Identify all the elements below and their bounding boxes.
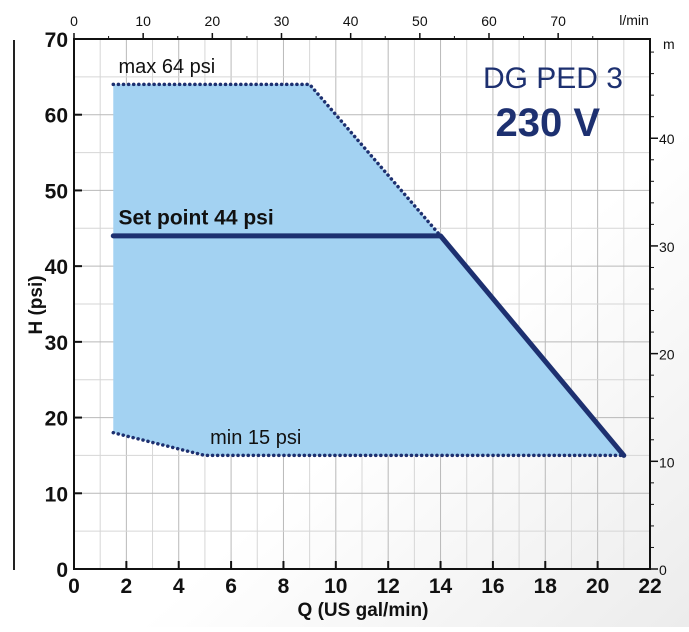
y-tick-label: 60 (45, 105, 68, 128)
y-tick-label: 30 (45, 332, 68, 355)
x-tick-label: 8 (278, 575, 290, 598)
x-tick-label: 20 (586, 575, 609, 598)
y-axis-title: H (psi) (26, 275, 47, 334)
right-tick-label: 20 (659, 347, 675, 363)
x-tick-label: 0 (68, 575, 80, 598)
x-tick-label: 4 (173, 575, 185, 598)
y-tick-label: 10 (45, 483, 68, 506)
y-tick-label: 50 (45, 180, 68, 203)
top-tick-label: 0 (70, 13, 78, 29)
top-tick-label: 50 (412, 13, 428, 29)
x-tick-label: 12 (377, 575, 400, 598)
right-tick-label: 40 (659, 131, 675, 147)
top-axis-unit: l/min (619, 12, 649, 28)
right-axis-unit: m (663, 36, 675, 52)
right-tick-label: 30 (659, 239, 675, 255)
top-tick-label: 30 (274, 13, 290, 29)
x-tick-label: 10 (324, 575, 347, 598)
top-tick-label: 10 (135, 13, 151, 29)
y-tick-label: 70 (45, 29, 68, 52)
annotation-label-1: max 64 psi (119, 56, 216, 78)
series-line-2 (111, 430, 626, 458)
top-tick-label: 20 (205, 13, 221, 29)
axis-labels: max 64 psi Set point 44 psi min 15 psi 0 2 4 6… (45, 13, 675, 598)
annotation-label-2: Set point 44 psi (119, 207, 274, 230)
operating-area (113, 84, 624, 456)
top-tick-label: 60 (481, 13, 497, 29)
top-tick-label: 70 (550, 13, 566, 29)
plot-frame (73, 38, 651, 570)
series-line-3 (110, 233, 627, 458)
series-line-1 (111, 82, 443, 238)
y-tick-label: 40 (45, 256, 68, 279)
right-tick-label: 0 (659, 562, 667, 578)
annotation-label-3: min 15 psi (210, 427, 301, 449)
top-tick-label: 40 (343, 13, 359, 29)
right-tick-label: 10 (659, 454, 675, 470)
x-tick-label: 6 (225, 575, 237, 598)
x-tick-label: 22 (638, 575, 661, 598)
x-tick-label: 16 (481, 575, 504, 598)
chart-subtitle: 230 V (495, 101, 600, 145)
x-tick-label: 14 (429, 575, 453, 598)
operating-area-fill (113, 84, 624, 456)
x-axis-title: Q (US gal/min) (298, 600, 429, 621)
y-tick-label: 0 (56, 559, 68, 582)
y-tick-label: 20 (45, 408, 68, 431)
series-lines (110, 82, 627, 458)
axes (73, 33, 658, 570)
x-tick-label: 2 (121, 575, 133, 598)
x-tick-label: 18 (534, 575, 558, 598)
chart-title: DG PED 3 (483, 62, 623, 95)
